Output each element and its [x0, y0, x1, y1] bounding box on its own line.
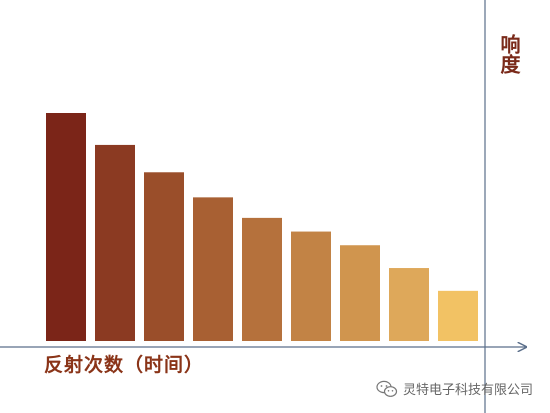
- bar-1: [46, 113, 86, 341]
- bars-group: [46, 113, 478, 341]
- wechat-icon: [376, 380, 398, 397]
- bar-3: [144, 172, 184, 341]
- bar-2: [95, 144, 135, 341]
- y-axis-label: 响度: [497, 34, 521, 74]
- bar-5: [242, 217, 282, 341]
- bar-6: [291, 231, 331, 341]
- bar-7: [340, 245, 380, 341]
- bar-8: [389, 268, 429, 341]
- bar-4: [193, 197, 233, 341]
- watermark: 灵特电子科技有限公司: [376, 379, 533, 398]
- bar-9: [438, 290, 478, 341]
- x-axis-label: 反射次数（时间）: [44, 354, 205, 376]
- watermark-text: 灵特电子科技有限公司: [403, 383, 534, 398]
